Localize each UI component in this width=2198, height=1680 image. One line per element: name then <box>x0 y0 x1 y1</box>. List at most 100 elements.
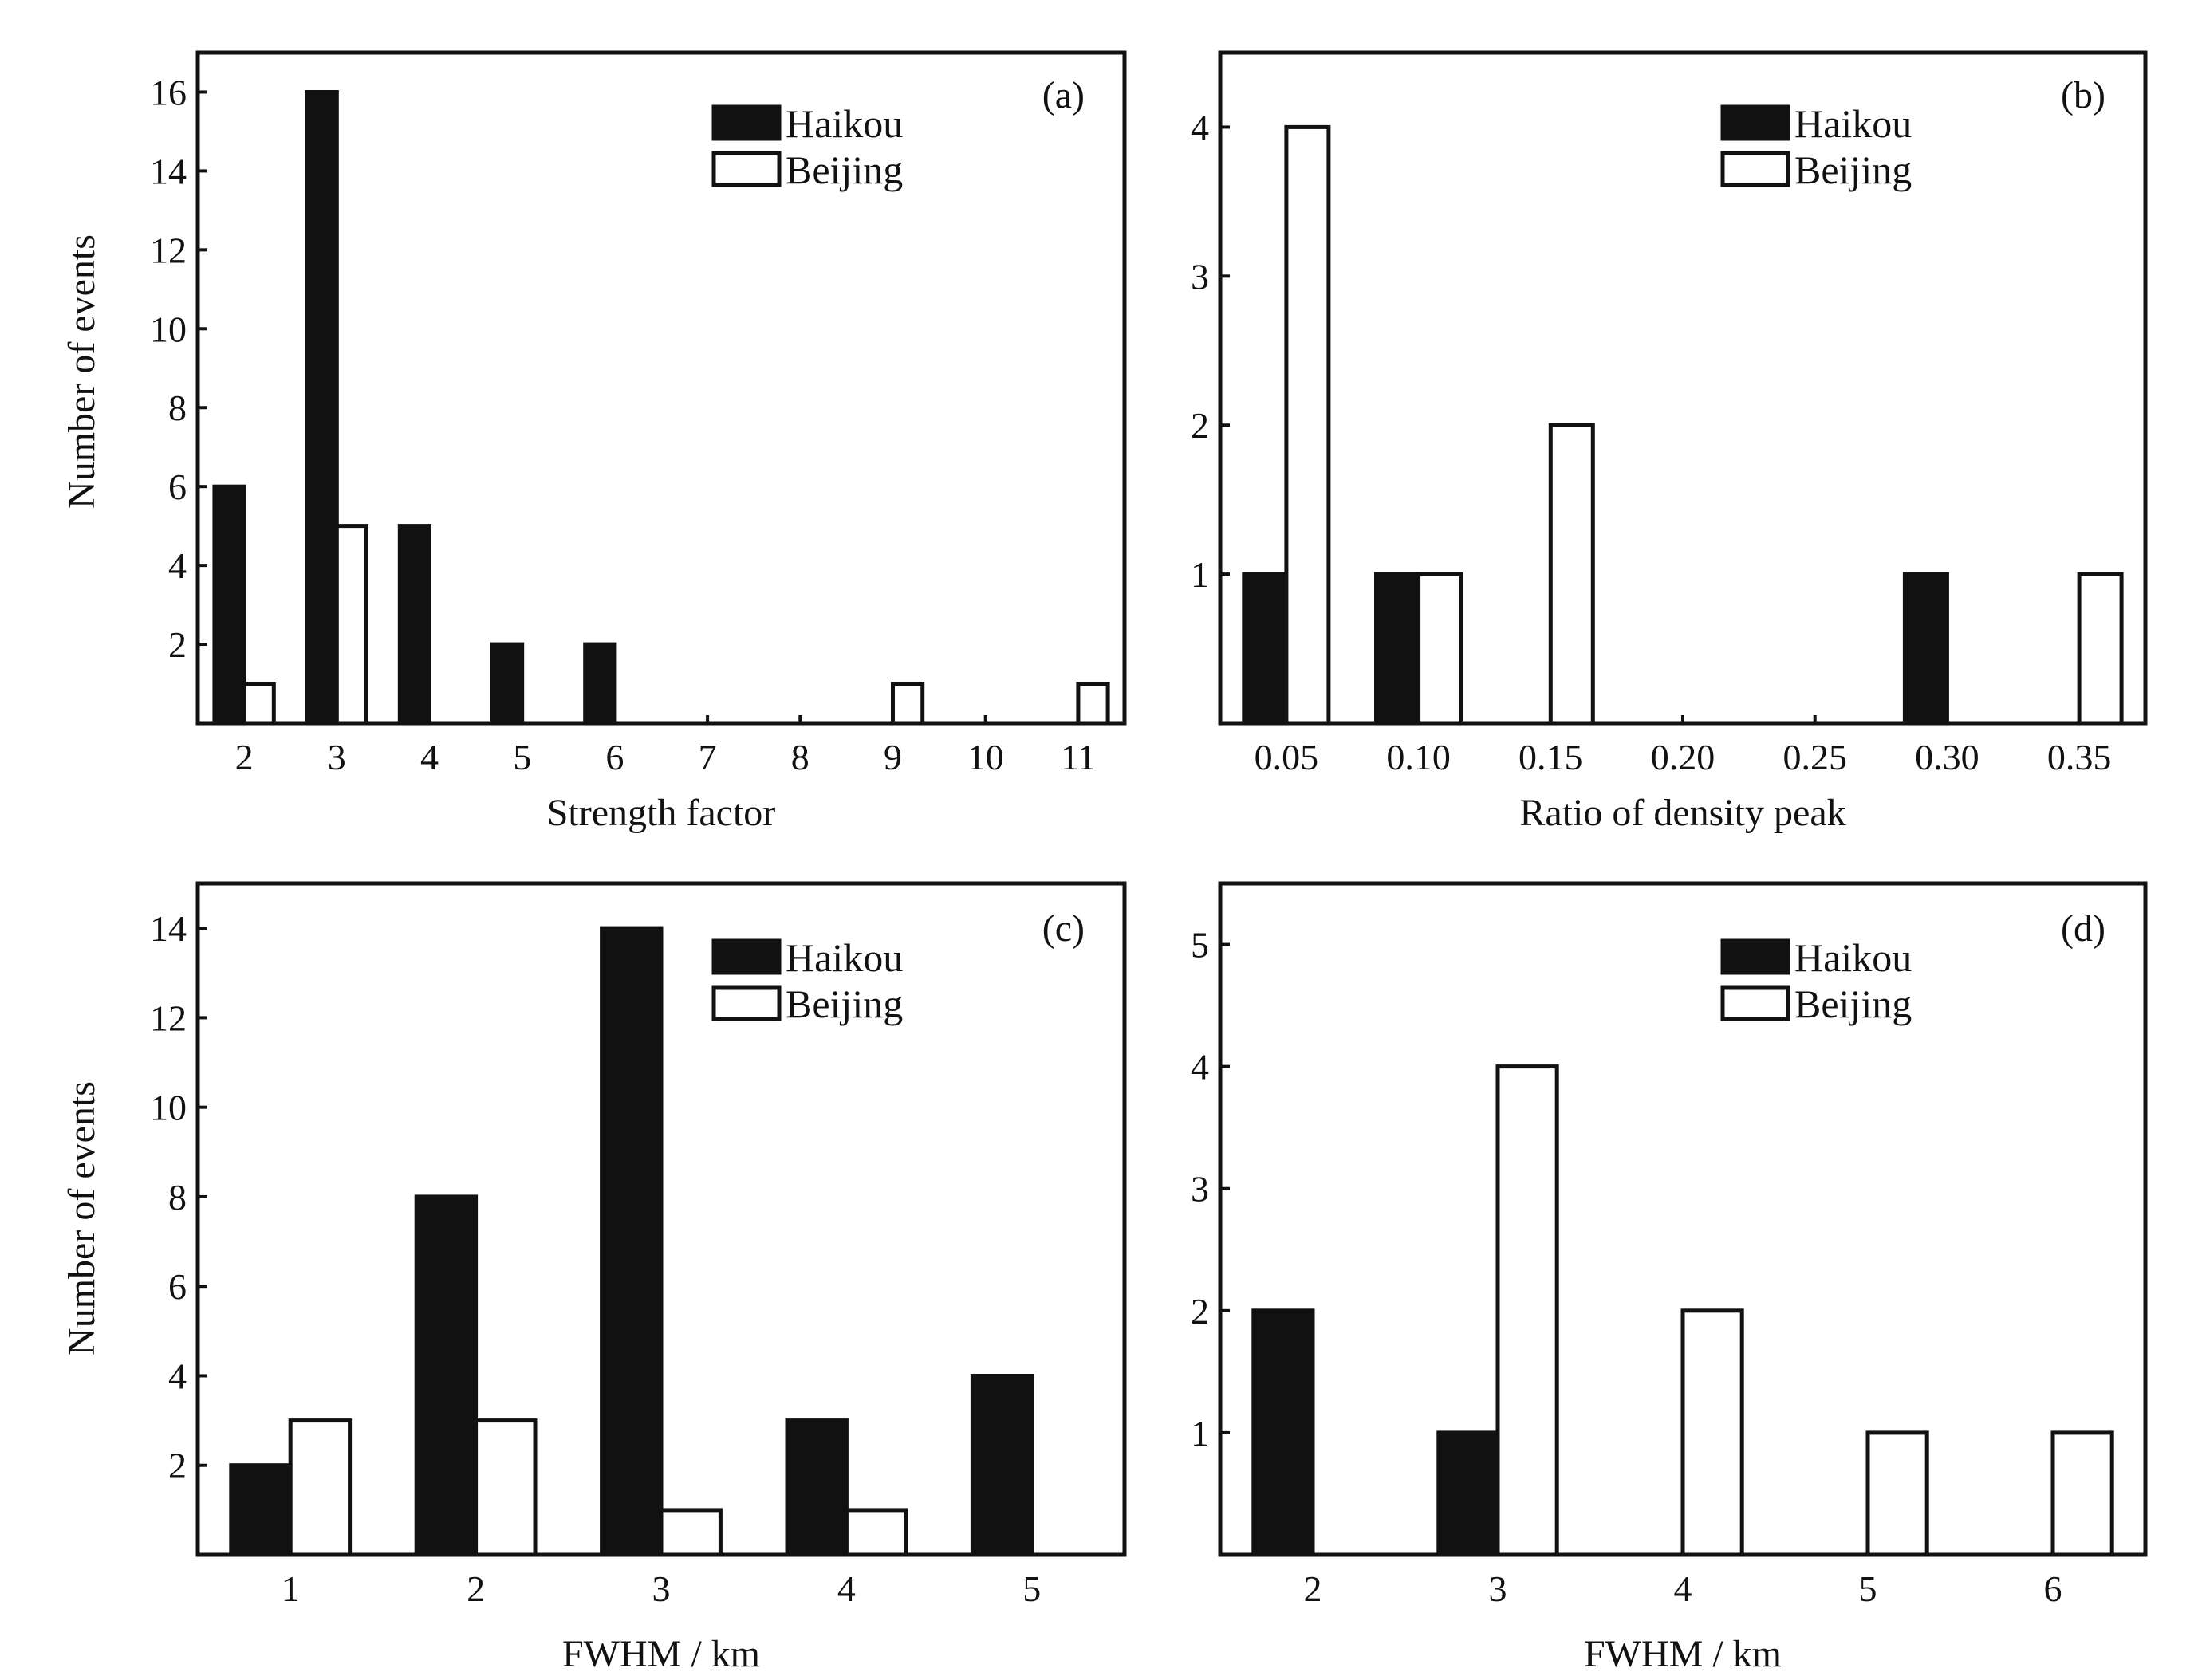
panel-label: (b) <box>2061 74 2105 116</box>
y-tick-label: 14 <box>150 151 187 191</box>
y-tick-label: 4 <box>168 545 187 586</box>
legend-label-beijing: Beijing <box>1794 982 1912 1026</box>
bar-haikou-5 <box>970 1374 1034 1557</box>
plot-frame <box>1218 881 2148 1557</box>
bar-beijing-4 <box>1680 1308 1744 1557</box>
y-tick-label: 5 <box>1191 925 1209 966</box>
y-axis-label: Number of events <box>61 1081 103 1355</box>
legend-swatch-beijing <box>711 985 782 1021</box>
legend-label-beijing: Beijing <box>786 148 903 192</box>
bar-beijing-0.10 <box>1416 572 1463 726</box>
x-tick-label: 2 <box>467 1568 485 1609</box>
chart-panel-a: 2 3 4 5 6 7 8 9 10 11 2 4 6 8 10 12 14 16 (a) HaikouBeijing… <box>61 50 1127 834</box>
x-tick-label: 5 <box>1022 1568 1041 1609</box>
x-tick-label: 6 <box>2044 1568 2062 1609</box>
bar-haikou-5 <box>490 642 525 726</box>
x-tick-label: 3 <box>328 737 346 777</box>
bar-haikou-1 <box>229 1463 293 1557</box>
bar-beijing-9 <box>891 682 925 726</box>
x-tick-label: 11 <box>1061 737 1096 777</box>
legend-label-haikou: Haikou <box>786 935 903 980</box>
bar-haikou-4 <box>785 1418 849 1557</box>
x-tick-label: 2 <box>1304 1568 1322 1609</box>
x-tick-label: 5 <box>1859 1568 1877 1609</box>
bar-beijing-0.05 <box>1284 124 1331 726</box>
bar-beijing-3 <box>1495 1064 1559 1557</box>
bar-beijing-3 <box>334 524 368 726</box>
x-tick-label: 5 <box>513 737 531 777</box>
bar-haikou-0.05 <box>1242 572 1289 726</box>
x-tick-label: 8 <box>791 737 809 777</box>
x-tick-label: 0.30 <box>1915 737 1979 777</box>
y-tick-label: 14 <box>150 908 187 949</box>
y-tick-label: 2 <box>168 624 187 665</box>
y-tick-label: 16 <box>150 72 187 112</box>
x-tick-label: 4 <box>420 737 439 777</box>
y-tick-label: 8 <box>168 1177 187 1218</box>
legend-label-beijing: Beijing <box>786 982 903 1026</box>
bar-beijing-0.35 <box>2077 572 2124 726</box>
bar-beijing-0.15 <box>1548 423 1595 726</box>
bar-haikou-3 <box>305 90 339 726</box>
x-tick-label: 9 <box>884 737 902 777</box>
x-tick-label: 7 <box>699 737 717 777</box>
legend-label-haikou: Haikou <box>1794 101 1912 146</box>
bar-beijing-2 <box>474 1418 538 1557</box>
plot-frame <box>195 50 1127 726</box>
y-tick-label: 12 <box>150 997 187 1038</box>
bar-haikou-3 <box>600 926 664 1557</box>
legend-swatch-beijing <box>711 151 782 187</box>
x-tick-label: 0.10 <box>1386 737 1451 777</box>
bar-haikou-3 <box>1436 1430 1500 1557</box>
y-tick-label: 4 <box>1191 1047 1209 1088</box>
y-tick-label: 3 <box>1191 1169 1209 1210</box>
y-tick-label: 1 <box>1191 554 1209 595</box>
bar-beijing-1 <box>288 1418 353 1557</box>
legend-swatch-haikou <box>1720 938 1790 975</box>
bar-haikou-0.30 <box>1902 572 1949 726</box>
bar-haikou-0.10 <box>1374 572 1420 726</box>
y-tick-label: 12 <box>150 230 187 270</box>
x-tick-label: 2 <box>235 737 254 777</box>
x-tick-label: 0.25 <box>1782 737 1847 777</box>
x-tick-label: 6 <box>605 737 624 777</box>
plot-frame <box>1218 50 2148 726</box>
chart-panel-b: 0.05 0.10 0.15 0.20 0.25 0.30 0.35 1 2 3 4 (b) Haiko… <box>1191 50 2148 834</box>
bar-haikou-2 <box>414 1194 479 1557</box>
y-tick-label: 4 <box>1191 107 1209 148</box>
x-tick-label: 0.15 <box>1519 737 1583 777</box>
y-tick-label: 2 <box>1191 405 1209 446</box>
bar-haikou-2 <box>1251 1308 1315 1557</box>
x-axis-label: Ratio of density peak <box>1519 792 1845 834</box>
legend-swatch-beijing <box>1720 151 1790 187</box>
x-tick-label: 0.05 <box>1255 737 1319 777</box>
x-axis-label: FWHM / km <box>562 1633 760 1675</box>
y-axis-label: Number of events <box>61 234 103 509</box>
legend-swatch-beijing <box>1720 985 1790 1021</box>
bar-beijing-5 <box>1865 1430 1929 1557</box>
bar-haikou-2 <box>212 484 246 726</box>
y-tick-label: 6 <box>168 1266 187 1307</box>
y-tick-label: 3 <box>1191 256 1209 297</box>
x-axis-label: FWHM / km <box>1584 1633 1782 1675</box>
y-tick-label: 6 <box>168 466 187 507</box>
bar-beijing-6 <box>2050 1430 2114 1557</box>
x-tick-label: 0.20 <box>1651 737 1715 777</box>
x-tick-label: 1 <box>282 1568 300 1609</box>
bar-beijing-11 <box>1076 682 1110 726</box>
y-tick-label: 10 <box>150 1088 187 1128</box>
x-tick-label: 0.35 <box>2047 737 2112 777</box>
x-axis-label: Strength factor <box>547 792 776 834</box>
bar-haikou-6 <box>583 642 617 726</box>
y-tick-label: 8 <box>168 388 187 428</box>
panel-label: (c) <box>1042 907 1085 950</box>
panel-label: (a) <box>1042 74 1085 116</box>
y-tick-label: 10 <box>150 309 187 349</box>
x-tick-label: 3 <box>652 1568 671 1609</box>
